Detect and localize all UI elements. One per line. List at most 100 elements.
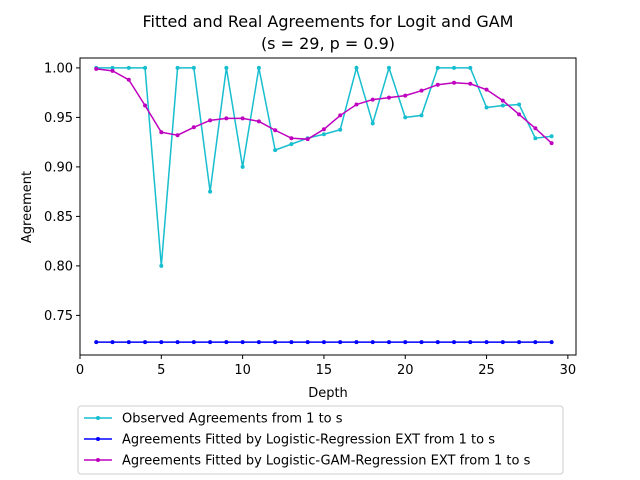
data-point bbox=[126, 77, 131, 82]
data-point bbox=[484, 340, 489, 345]
legend-marker bbox=[96, 458, 100, 462]
data-point bbox=[338, 127, 343, 132]
y-tick-label: 1.00 bbox=[44, 61, 73, 76]
legend-marker bbox=[96, 437, 100, 441]
legend-marker bbox=[96, 416, 100, 420]
y-tick-label: 0.75 bbox=[44, 309, 73, 324]
data-point bbox=[159, 263, 164, 268]
series-2 bbox=[94, 340, 554, 345]
data-point bbox=[435, 340, 440, 345]
data-point bbox=[549, 340, 554, 345]
data-point bbox=[354, 65, 359, 70]
data-point bbox=[159, 130, 164, 135]
data-point bbox=[338, 340, 343, 345]
data-point bbox=[256, 65, 261, 70]
data-point bbox=[191, 65, 196, 70]
chart-title-line2: (s = 29, p = 0.9) bbox=[261, 34, 395, 53]
data-point bbox=[273, 340, 278, 345]
data-point bbox=[224, 340, 229, 345]
x-tick-label: 0 bbox=[76, 363, 84, 378]
legend-entry-1: Observed Agreements from 1 to s bbox=[84, 412, 343, 427]
data-point bbox=[549, 141, 554, 146]
x-tick-label: 5 bbox=[157, 363, 165, 378]
data-point bbox=[256, 340, 261, 345]
y-tick-label: 0.85 bbox=[44, 210, 73, 225]
x-tick-label: 30 bbox=[560, 363, 577, 378]
data-point bbox=[500, 340, 505, 345]
data-point bbox=[143, 65, 148, 70]
data-point bbox=[468, 81, 473, 86]
legend-box bbox=[77, 405, 564, 475]
data-point bbox=[240, 164, 245, 169]
data-point bbox=[208, 340, 213, 345]
data-point bbox=[289, 142, 294, 147]
data-point bbox=[143, 340, 148, 345]
data-point bbox=[517, 102, 522, 107]
data-point bbox=[305, 340, 310, 345]
data-point bbox=[191, 125, 196, 130]
data-point bbox=[517, 112, 522, 117]
data-point bbox=[126, 65, 131, 70]
y-tick-label: 0.80 bbox=[44, 259, 73, 274]
legend-entry-2: Agreements Fitted by Logistic-Regression… bbox=[84, 433, 495, 448]
plot-series bbox=[94, 65, 554, 345]
data-point bbox=[110, 340, 115, 345]
data-point bbox=[273, 128, 278, 133]
plot-frame bbox=[79, 57, 577, 356]
data-point bbox=[484, 105, 489, 110]
data-point bbox=[191, 340, 196, 345]
data-point bbox=[354, 102, 359, 107]
data-point bbox=[159, 340, 164, 345]
data-point bbox=[484, 87, 489, 92]
data-point bbox=[386, 340, 391, 345]
y-tick-label: 0.90 bbox=[44, 160, 73, 175]
data-point bbox=[386, 95, 391, 100]
data-point bbox=[175, 65, 180, 70]
x-axis: 0 5 10 15 20 25 30 bbox=[76, 355, 576, 378]
data-point bbox=[240, 116, 245, 121]
data-point bbox=[143, 103, 148, 108]
data-point bbox=[370, 121, 375, 126]
data-point bbox=[175, 133, 180, 138]
legend-entry-3: Agreements Fitted by Logistic-GAM-Regres… bbox=[84, 454, 531, 469]
data-point bbox=[321, 127, 326, 132]
x-tick-label: 25 bbox=[478, 363, 495, 378]
data-point bbox=[452, 340, 457, 345]
legend-label: Observed Agreements from 1 to s bbox=[122, 412, 343, 427]
data-point bbox=[403, 340, 408, 345]
data-point bbox=[208, 118, 213, 123]
chart-title-line1: Fitted and Real Agreements for Logit and… bbox=[143, 12, 514, 31]
data-point bbox=[452, 80, 457, 85]
data-point bbox=[110, 65, 115, 70]
data-point bbox=[126, 340, 131, 345]
data-point bbox=[500, 103, 505, 108]
data-point bbox=[419, 340, 424, 345]
data-point bbox=[452, 65, 457, 70]
data-point bbox=[517, 340, 522, 345]
data-point bbox=[500, 98, 505, 103]
data-point bbox=[533, 136, 538, 141]
data-point bbox=[403, 93, 408, 98]
data-point bbox=[435, 65, 440, 70]
data-point bbox=[94, 66, 99, 71]
data-point bbox=[273, 148, 278, 153]
data-point bbox=[208, 189, 213, 194]
data-point bbox=[370, 340, 375, 345]
data-point bbox=[354, 340, 359, 345]
data-point bbox=[338, 113, 343, 118]
data-point bbox=[240, 340, 245, 345]
data-point bbox=[175, 340, 180, 345]
data-point bbox=[419, 88, 424, 93]
data-point bbox=[533, 340, 538, 345]
data-point bbox=[403, 115, 408, 120]
x-tick-label: 20 bbox=[397, 363, 414, 378]
data-point bbox=[321, 340, 326, 345]
x-tick-label: 15 bbox=[316, 363, 333, 378]
y-axis: 0.75 0.80 0.85 0.90 0.95 1.00 bbox=[44, 61, 80, 324]
data-point bbox=[435, 82, 440, 87]
data-point bbox=[289, 340, 294, 345]
legend: Observed Agreements from 1 to s Agreement… bbox=[77, 405, 564, 475]
series-3 bbox=[94, 66, 554, 146]
plot-area bbox=[80, 58, 576, 355]
